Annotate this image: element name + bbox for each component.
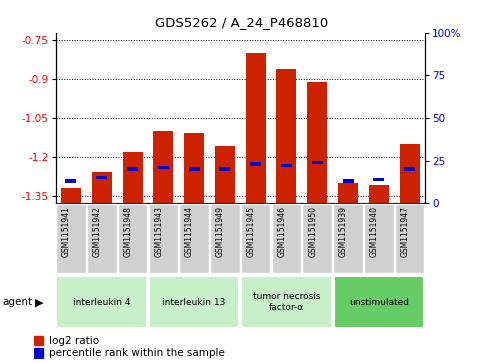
Bar [96,176,107,179]
Text: GSM1151939: GSM1151939 [339,206,348,257]
Bar [369,185,389,203]
Bar [123,152,142,203]
FancyBboxPatch shape [302,204,332,273]
Text: ▶: ▶ [35,297,43,307]
Text: percentile rank within the sample: percentile rank within the sample [49,348,225,358]
FancyBboxPatch shape [149,204,178,273]
Text: GSM1151943: GSM1151943 [154,206,163,257]
Text: interleukin 13: interleukin 13 [162,298,226,307]
FancyBboxPatch shape [333,204,363,273]
Text: GSM1151944: GSM1151944 [185,206,194,257]
Text: GDS5262 / A_24_P468810: GDS5262 / A_24_P468810 [155,16,328,29]
Bar [404,167,415,171]
Text: GSM1151950: GSM1151950 [308,206,317,257]
Text: interleukin 4: interleukin 4 [73,298,130,307]
FancyBboxPatch shape [57,276,147,328]
Bar [92,172,112,203]
Bar [188,167,199,171]
FancyBboxPatch shape [272,204,301,273]
Text: agent: agent [2,297,32,307]
Text: unstimulated: unstimulated [349,298,409,307]
FancyBboxPatch shape [210,204,240,273]
FancyBboxPatch shape [118,204,147,273]
Bar [338,183,358,203]
Text: GSM1151946: GSM1151946 [277,206,286,257]
Text: GSM1151941: GSM1151941 [62,206,71,257]
Bar [34,348,43,358]
Bar [281,164,292,167]
Text: GSM1151948: GSM1151948 [124,206,132,257]
Bar [34,336,43,346]
Text: GSM1151947: GSM1151947 [400,206,410,257]
Text: tumor necrosis
factor-α: tumor necrosis factor-α [253,293,320,312]
Bar [307,82,327,203]
Bar [246,53,266,203]
Bar [65,179,76,183]
Text: GSM1151940: GSM1151940 [370,206,379,257]
Bar [127,167,138,171]
Bar [215,146,235,203]
Bar [373,178,384,181]
Bar [153,131,173,203]
Bar [399,144,420,203]
Text: log2 ratio: log2 ratio [49,335,99,346]
Bar [61,188,81,203]
Bar [158,166,169,169]
FancyBboxPatch shape [241,276,332,328]
Text: GSM1151945: GSM1151945 [247,206,256,257]
Bar [276,69,297,203]
FancyBboxPatch shape [241,204,270,273]
FancyBboxPatch shape [149,276,240,328]
FancyBboxPatch shape [87,204,116,273]
Bar [250,162,261,166]
FancyBboxPatch shape [179,204,209,273]
Text: GSM1151949: GSM1151949 [216,206,225,257]
Bar [219,167,230,171]
FancyBboxPatch shape [334,276,424,328]
FancyBboxPatch shape [364,204,394,273]
FancyBboxPatch shape [395,204,425,273]
Bar [184,134,204,203]
FancyBboxPatch shape [56,204,85,273]
Text: GSM1151942: GSM1151942 [93,206,102,257]
Bar [312,161,323,164]
Bar [342,179,354,183]
